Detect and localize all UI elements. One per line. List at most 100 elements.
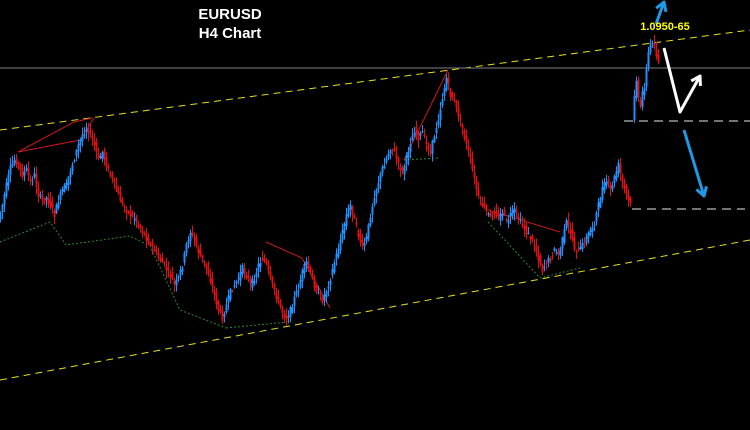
candle-body-309 (617, 162, 620, 174)
candle-body-161 (321, 297, 324, 303)
candle-body-115 (229, 289, 232, 300)
candle-body-153 (305, 260, 308, 265)
candle-body-240 (479, 197, 482, 199)
candles-group (0, 34, 660, 326)
candle-body-60 (119, 192, 122, 202)
candle-body-157 (313, 278, 316, 288)
candle-body-126 (251, 278, 254, 288)
candle-body-223 (445, 77, 448, 91)
candle-body-289 (577, 248, 580, 251)
candle-body-197 (393, 147, 396, 151)
candle-body-150 (299, 280, 302, 288)
spike-candle-body-3 (639, 100, 642, 106)
candle-body-278 (555, 252, 558, 254)
candle-body-50 (99, 156, 102, 159)
candle-body-294 (587, 232, 590, 238)
candle-body-303 (605, 182, 608, 186)
candle-body-285 (569, 229, 572, 234)
candle-body-49 (97, 153, 100, 158)
candle-body-229 (457, 107, 460, 117)
candle-body-234 (467, 145, 470, 151)
candle-body-178 (355, 221, 358, 225)
candle-body-166 (331, 269, 334, 276)
candle-body-145 (289, 307, 292, 317)
candle-body-140 (279, 300, 282, 307)
spike-candle-body-0 (633, 96, 636, 121)
candle-body-8 (15, 158, 18, 166)
candle-body-201 (401, 168, 404, 171)
candle-body-209 (417, 132, 420, 141)
candle-body-17 (33, 173, 36, 178)
candle-body-138 (275, 292, 278, 299)
candle-body-144 (287, 316, 290, 318)
arrow-white-dip (662, 47, 702, 114)
candle-body-132 (263, 257, 266, 262)
candle-body-80 (159, 258, 162, 261)
candle-body-33 (65, 182, 68, 189)
candle-body-147 (293, 296, 296, 306)
candle-body-108 (215, 293, 218, 305)
candle-body-261 (521, 223, 524, 226)
candle-body-272 (543, 266, 546, 268)
candle-body-275 (549, 258, 552, 261)
candle-body-101 (201, 255, 204, 259)
candle-body-168 (335, 253, 338, 260)
spike-candle-body-8 (649, 43, 652, 53)
candle-body-100 (199, 249, 202, 256)
candle-body-125 (249, 279, 252, 284)
candle-body-212 (423, 134, 426, 136)
price-level-label: 1.0950-65 (640, 21, 690, 33)
candle-body-185 (369, 217, 372, 226)
candle-body-273 (545, 263, 548, 265)
candle-body-66 (131, 213, 134, 216)
candle-body-117 (233, 285, 236, 287)
candle-body-292 (583, 243, 586, 245)
candle-body-158 (315, 285, 318, 293)
candle-body-227 (453, 100, 456, 102)
candle-body-62 (123, 206, 126, 208)
candle-body-159 (317, 292, 320, 294)
candle-body-220 (439, 109, 442, 120)
candle-body-119 (237, 278, 240, 280)
candle-body-308 (615, 171, 618, 179)
candle-body-112 (223, 314, 226, 317)
candle-body-37 (73, 160, 76, 162)
candle-body-13 (25, 168, 28, 171)
candle-body-110 (219, 309, 222, 312)
candle-body-57 (113, 178, 116, 183)
candle-body-193 (385, 158, 388, 163)
zigzag-group (0, 69, 581, 329)
candle-body-160 (319, 294, 322, 296)
candle-body-313 (625, 186, 628, 195)
candle-body-217 (433, 136, 436, 142)
candle-body-235 (469, 153, 472, 158)
candle-body-134 (267, 262, 270, 271)
candle-body-297 (593, 224, 596, 226)
candle-body-70 (139, 225, 142, 229)
candle-body-253 (505, 219, 508, 221)
candle-body-233 (465, 136, 468, 144)
candle-body-77 (153, 249, 156, 251)
candle-body-299 (597, 202, 600, 211)
candle-body-177 (353, 215, 356, 219)
candle-body-262 (523, 224, 526, 230)
candle-body-129 (257, 263, 260, 272)
candle-body-87 (173, 280, 176, 285)
candle-body-20 (39, 194, 42, 196)
projection-arrows-group (654, 0, 708, 198)
candle-body-82 (163, 262, 166, 264)
candle-body-52 (103, 150, 106, 160)
candle-body-245 (489, 212, 492, 217)
candle-body-15 (29, 178, 32, 181)
candle-body-53 (105, 157, 108, 168)
candle-body-113 (225, 304, 228, 313)
candle-body-48 (95, 142, 98, 152)
candle-body-139 (277, 296, 280, 300)
candle-body-58 (115, 184, 118, 191)
candle-body-149 (297, 290, 300, 292)
candle-body-171 (341, 230, 344, 241)
candle-body-121 (241, 265, 244, 275)
candle-body-29 (57, 201, 60, 208)
candle-body-34 (67, 176, 70, 185)
